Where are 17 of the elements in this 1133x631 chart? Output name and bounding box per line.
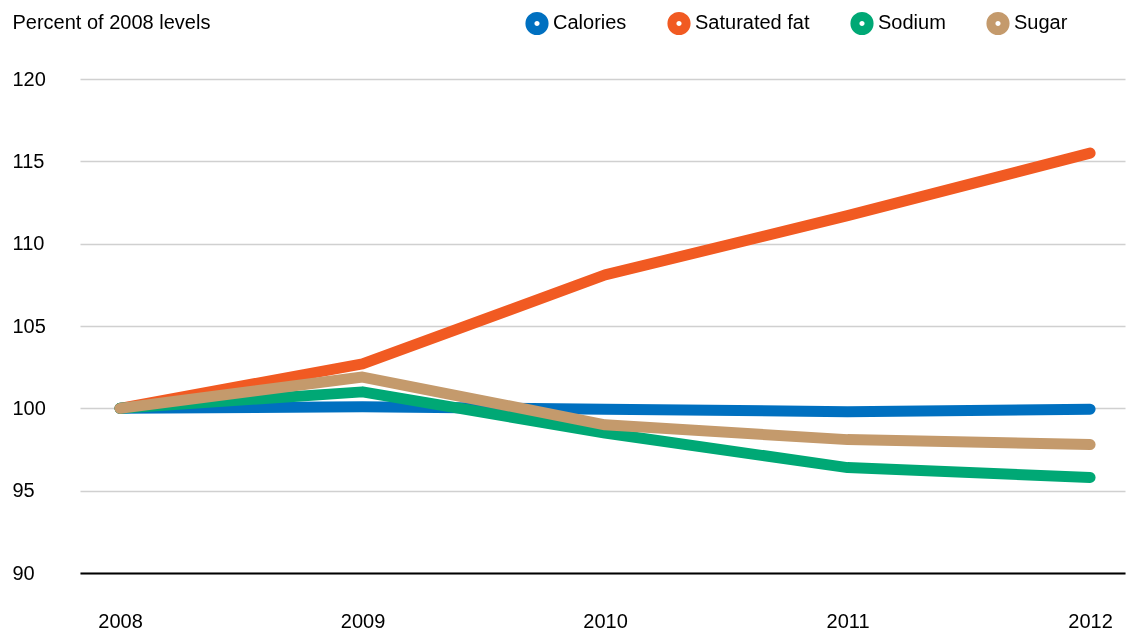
y-tick-label: 100 xyxy=(12,396,46,419)
y-tick-label: 120 xyxy=(12,67,46,90)
y-axis-title: Percent of 2008 levels xyxy=(12,10,211,33)
x-tick-label: 2012 xyxy=(1068,609,1113,631)
x-tick-label: 2009 xyxy=(340,609,386,631)
y-tick-label: 115 xyxy=(12,149,45,172)
x-tick-label: 2008 xyxy=(98,609,143,631)
x-tick-label: 2011 xyxy=(826,609,870,631)
y-tick-label: 105 xyxy=(12,314,46,337)
y-tick-label: 95 xyxy=(12,479,35,502)
y-tick-label: 90 xyxy=(12,561,35,584)
x-tick-label: 2010 xyxy=(583,609,628,631)
legend-label: Sodium xyxy=(878,11,946,34)
y-tick-label: 110 xyxy=(12,232,45,255)
legend-label: Calories xyxy=(553,11,627,34)
legend-label: Saturated fat xyxy=(695,11,810,34)
legend-label: Sugar xyxy=(1014,11,1068,34)
